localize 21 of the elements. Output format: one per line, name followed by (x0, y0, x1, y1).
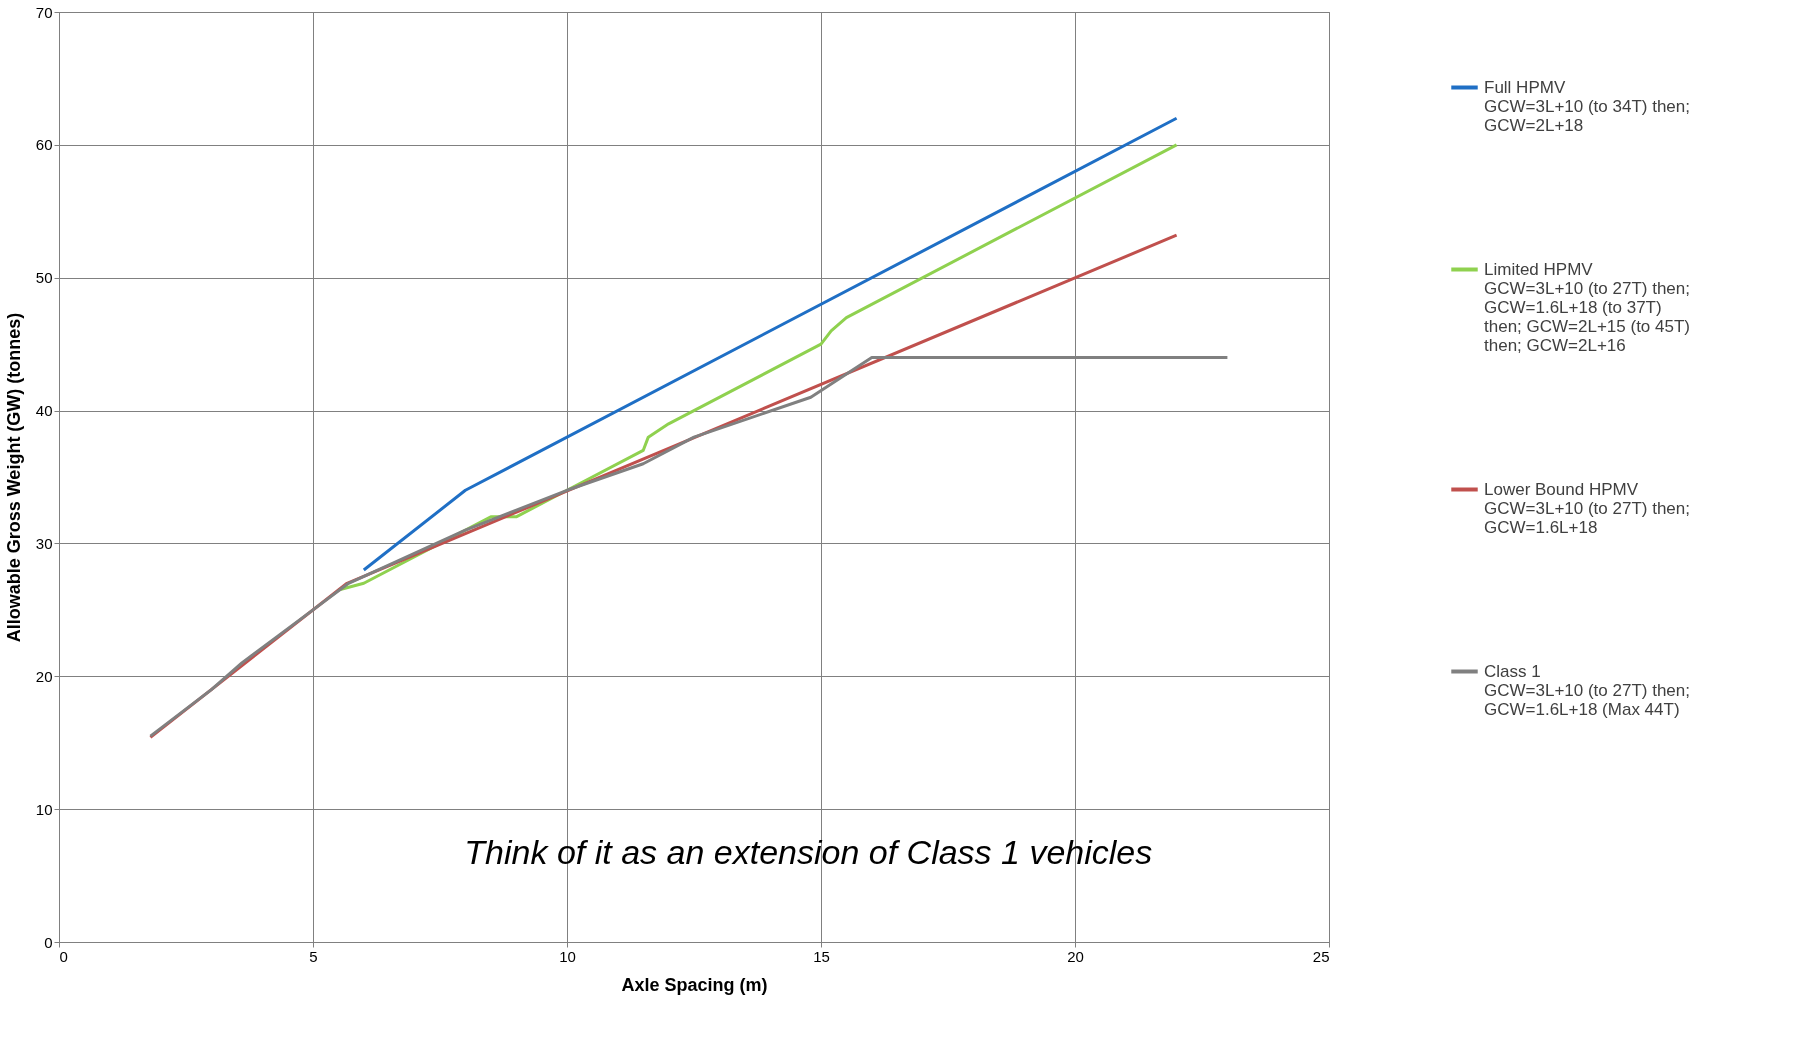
x-tick-label: 25 (1312, 947, 1330, 965)
y-tick-label: 50 (35, 269, 53, 287)
annotation: Think of it as an extension of Class 1 vehicles (464, 832, 1153, 871)
legend-label: Full HPMV GCW=3L+10 (to 34T) then; GCW=2L+18 (1484, 77, 1690, 135)
y-tick-label: 0 (44, 933, 53, 951)
y-axis-title: Allowable Gross Weight (GW) (tonnes) (3, 312, 24, 643)
legend-label: Limited HPMV GCW=3L+10 (to 27T) then; GCW=1.6L+18 (to 37T) then; GCW=2L+15 (to 45T) then; GCW=2L+16 (1484, 259, 1690, 355)
x-tick-label: 20 (1067, 947, 1084, 965)
y-tick-label: 30 (35, 534, 53, 552)
x-tick-label: 15 (813, 947, 830, 965)
legend-label: Class 1 GCW=3L+10 (to 27T) then; GCW=1.6L+18 (Max 44T) (1484, 661, 1690, 719)
x-tick-label: 5 (309, 947, 318, 965)
y-tick-label: 20 (35, 667, 53, 685)
x-tick-label: 10 (559, 947, 576, 965)
y-tick-label: 70 (35, 3, 53, 21)
x-tick-label: 0 (59, 947, 68, 965)
y-tick-label: 10 (35, 800, 53, 818)
y-tick-label: 40 (35, 402, 53, 420)
legend-label: Lower Bound HPMV GCW=3L+10 (to 27T) then; GCW=1.6L+18 (1484, 479, 1690, 537)
x-axis-title: Axle Spacing (m) (621, 974, 768, 995)
y-tick-label: 60 (35, 136, 53, 154)
